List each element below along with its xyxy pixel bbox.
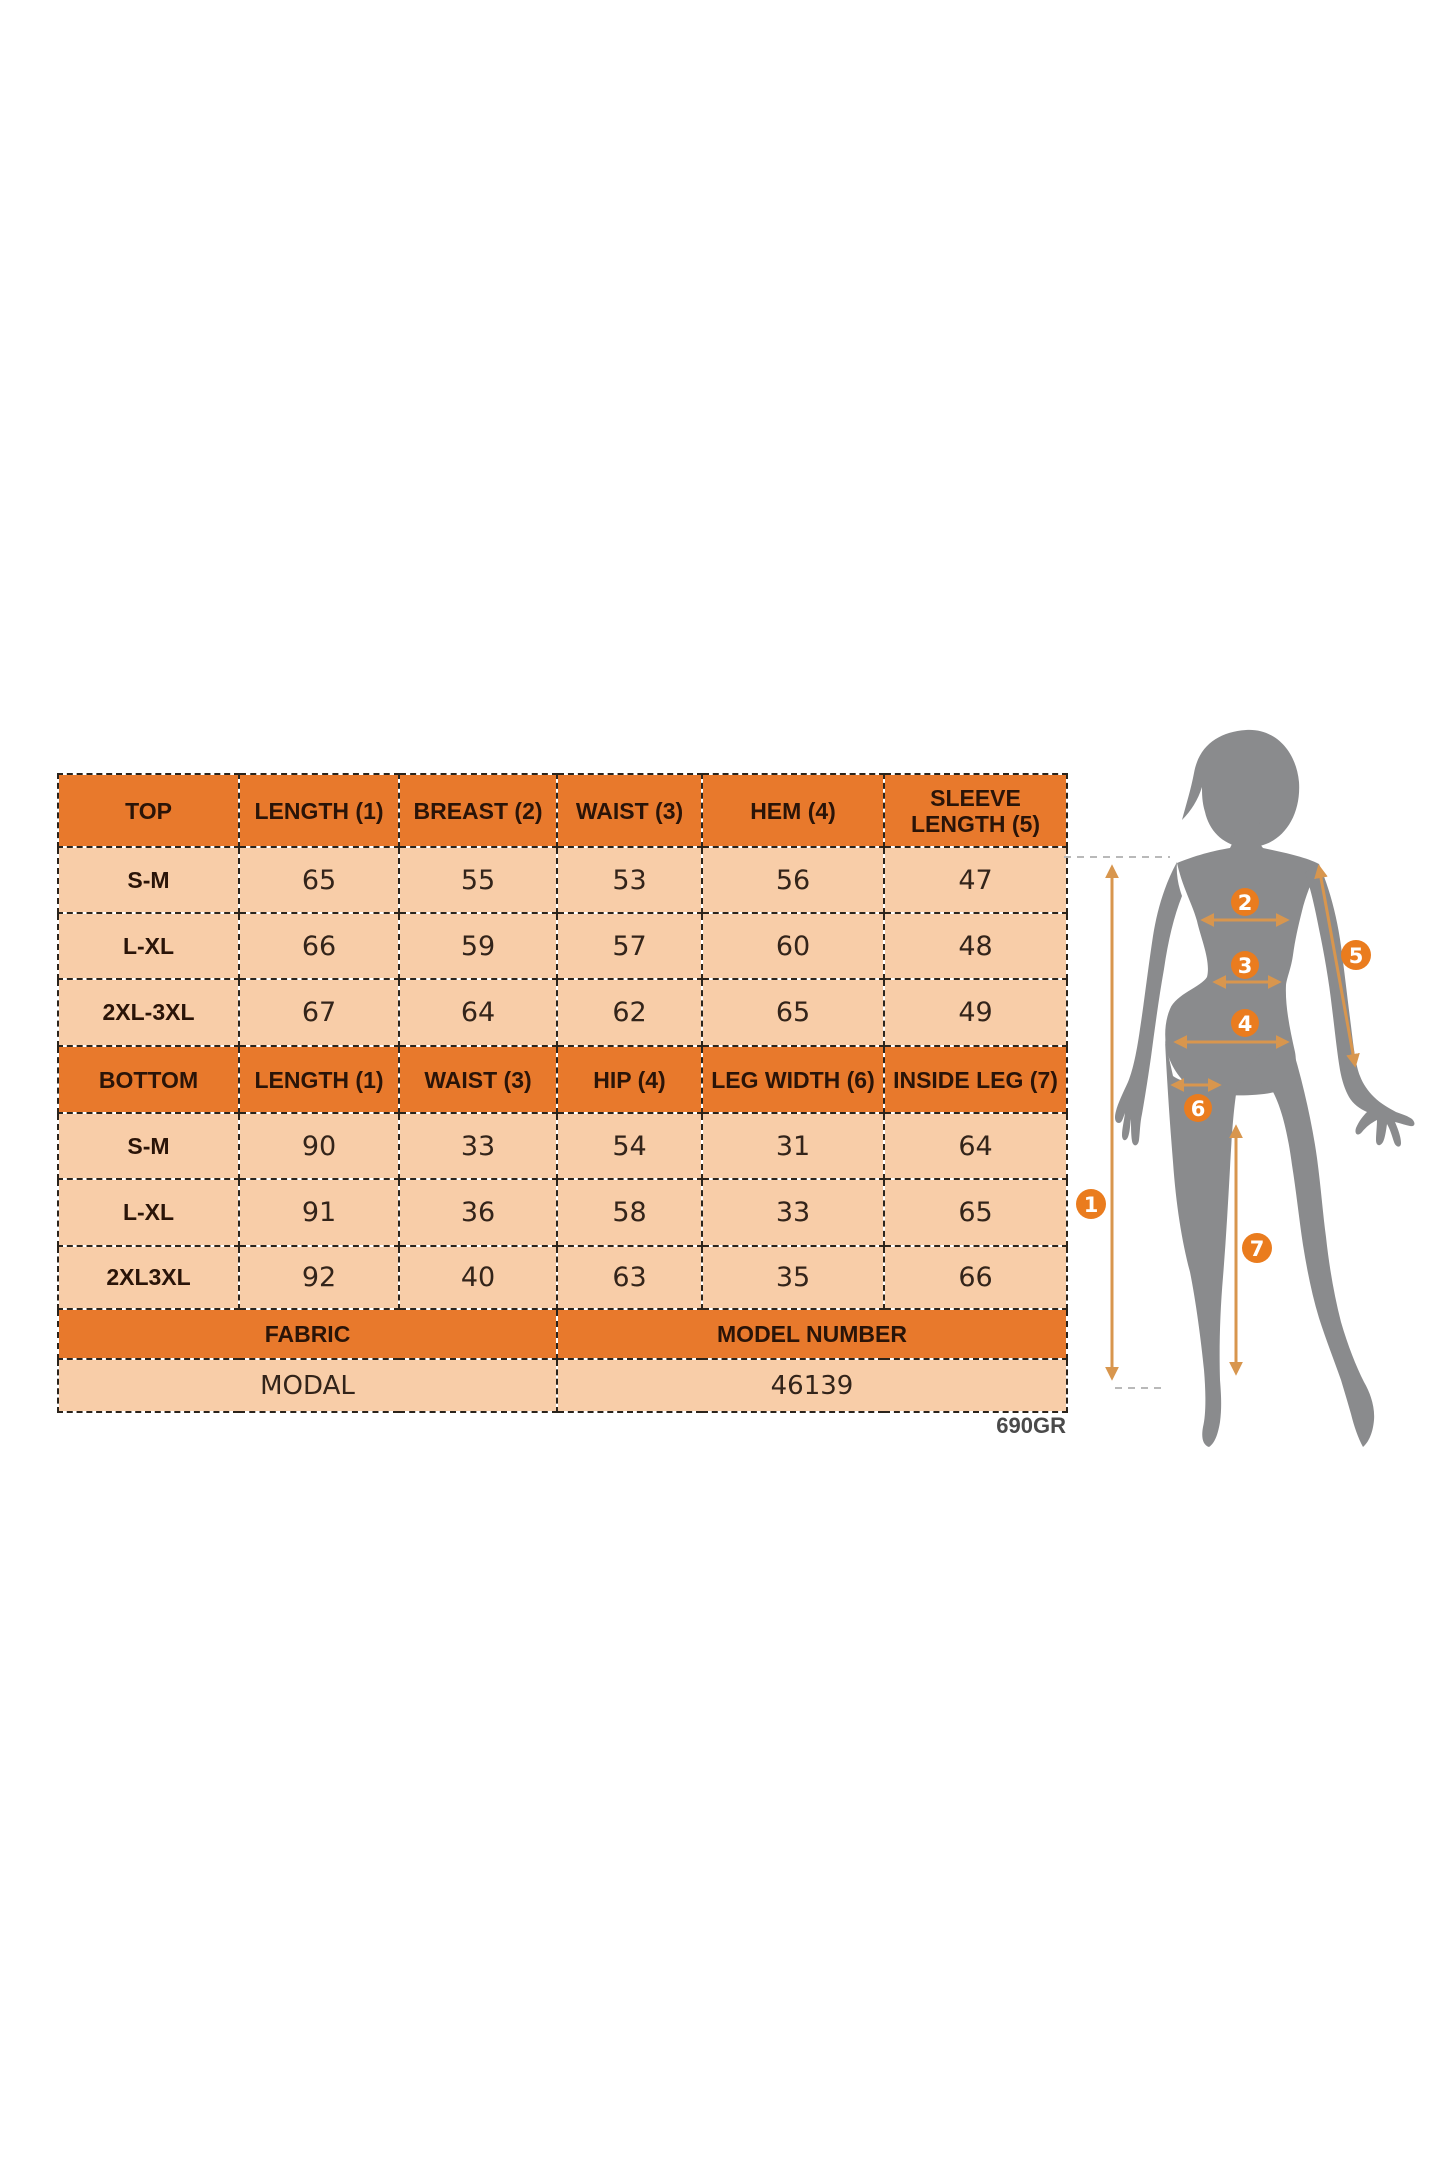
value-cell: 35 xyxy=(701,1245,885,1310)
size-label: 2XL-3XL xyxy=(57,978,240,1047)
silhouette-head-hair xyxy=(1182,729,1300,848)
measure-badge-6: 6 xyxy=(1184,1094,1212,1122)
footer-value-row: MODAL 46139 xyxy=(57,1358,1068,1413)
value-cell: 57 xyxy=(556,912,703,980)
value-cell: 33 xyxy=(701,1178,885,1247)
value-cell: 54 xyxy=(556,1112,703,1180)
value-cell: 91 xyxy=(238,1178,400,1247)
measure-badge-5: 5 xyxy=(1341,940,1371,970)
value-cell: 65 xyxy=(701,978,885,1047)
value-cell: 56 xyxy=(701,846,885,914)
table-row: S-M 65 55 53 56 47 xyxy=(57,846,1068,914)
value-cell: 67 xyxy=(238,978,400,1047)
badge-number: 2 xyxy=(1238,891,1253,915)
female-silhouette xyxy=(1115,729,1415,1447)
value-cell: 49 xyxy=(883,978,1068,1047)
badge-number: 6 xyxy=(1191,1097,1206,1121)
value-cell: 65 xyxy=(238,846,400,914)
value-cell: 47 xyxy=(883,846,1068,914)
size-label: S-M xyxy=(57,1112,240,1180)
badge-circle xyxy=(1231,1009,1259,1037)
measure-badge-4: 4 xyxy=(1231,1009,1259,1037)
value-cell: 59 xyxy=(398,912,558,980)
header-inside-leg-7: INSIDE LEG (7) xyxy=(883,1045,1068,1114)
value-cell: 92 xyxy=(238,1245,400,1310)
value-cell: 40 xyxy=(398,1245,558,1310)
badge-circle xyxy=(1184,1094,1212,1122)
header-model-number: MODEL NUMBER xyxy=(556,1308,1068,1360)
value-cell: 63 xyxy=(556,1245,703,1310)
measure-badge-3: 3 xyxy=(1231,951,1259,979)
value-cell: 64 xyxy=(883,1112,1068,1180)
value-cell: 48 xyxy=(883,912,1068,980)
value-cell: 53 xyxy=(556,846,703,914)
badge-circle xyxy=(1242,1233,1272,1263)
table-row: 2XL3XL 92 40 63 35 66 xyxy=(57,1245,1068,1310)
size-table: TOP LENGTH (1) BREAST (2) WAIST (3) HEM … xyxy=(57,773,1068,1413)
measurement-figure: 1 2 3 4 5 6 7 xyxy=(1064,729,1415,1447)
sleeve-arrow-5 xyxy=(1314,864,1360,1068)
measure-badge-1: 1 xyxy=(1076,1189,1106,1219)
badge-circle xyxy=(1341,940,1371,970)
value-cell: 66 xyxy=(883,1245,1068,1310)
size-label: L-XL xyxy=(57,1178,240,1247)
badge-number: 7 xyxy=(1250,1237,1265,1261)
badge-circle xyxy=(1231,888,1259,916)
value-cell: 60 xyxy=(701,912,885,980)
value-cell: 58 xyxy=(556,1178,703,1247)
value-cell: 31 xyxy=(701,1112,885,1180)
value-cell: 62 xyxy=(556,978,703,1047)
fabric-value: MODAL xyxy=(57,1358,558,1413)
badge-number: 1 xyxy=(1084,1193,1099,1217)
size-label: S-M xyxy=(57,846,240,914)
header-top: TOP xyxy=(57,773,240,848)
value-cell: 64 xyxy=(398,978,558,1047)
badge-number: 5 xyxy=(1349,944,1364,968)
header-waist-3: WAIST (3) xyxy=(556,773,703,848)
footer-header-row: FABRIC MODEL NUMBER xyxy=(57,1308,1068,1360)
header-breast-2: BREAST (2) xyxy=(398,773,558,848)
table-row: L-XL 66 59 57 60 48 xyxy=(57,912,1068,980)
header-waist-3: WAIST (3) xyxy=(398,1045,558,1114)
value-cell: 33 xyxy=(398,1112,558,1180)
size-label: L-XL xyxy=(57,912,240,980)
value-cell: 55 xyxy=(398,846,558,914)
silhouette-right-arm xyxy=(1305,864,1415,1147)
badge-circle xyxy=(1076,1189,1106,1219)
measurement-arrows xyxy=(1105,864,1360,1381)
bottom-header-row: BOTTOM LENGTH (1) WAIST (3) HIP (4) LEG … xyxy=(57,1045,1068,1114)
header-sleeve-length-5: SLEEVE LENGTH (5) xyxy=(883,773,1068,848)
header-fabric: FABRIC xyxy=(57,1308,558,1360)
header-hem-4: HEM (4) xyxy=(701,773,885,848)
badge-number: 4 xyxy=(1238,1012,1253,1036)
header-hip-4: HIP (4) xyxy=(556,1045,703,1114)
top-header-row: TOP LENGTH (1) BREAST (2) WAIST (3) HEM … xyxy=(57,773,1068,848)
header-length-1: LENGTH (1) xyxy=(238,1045,400,1114)
model-number-value: 46139 xyxy=(556,1358,1068,1413)
header-bottom: BOTTOM xyxy=(57,1045,240,1114)
table-row: S-M 90 33 54 31 64 xyxy=(57,1112,1068,1180)
table-row: 2XL-3XL 67 64 62 65 49 xyxy=(57,978,1068,1047)
silhouette-right-leg xyxy=(1237,1040,1375,1447)
size-label: 2XL3XL xyxy=(57,1245,240,1310)
table-row: L-XL 91 36 58 33 65 xyxy=(57,1178,1068,1247)
value-cell: 65 xyxy=(883,1178,1068,1247)
weight-note: 690GR xyxy=(996,1413,1066,1438)
value-cell: 36 xyxy=(398,1178,558,1247)
measure-badge-7: 7 xyxy=(1242,1233,1272,1263)
value-cell: 66 xyxy=(238,912,400,980)
measure-badge-2: 2 xyxy=(1231,888,1259,916)
header-leg-width-6: LEG WIDTH (6) xyxy=(701,1045,885,1114)
silhouette-left-arm xyxy=(1115,862,1182,1146)
value-cell: 90 xyxy=(238,1112,400,1180)
header-length-1: LENGTH (1) xyxy=(238,773,400,848)
silhouette-left-leg xyxy=(1165,1040,1238,1447)
badge-number: 3 xyxy=(1238,954,1253,978)
badge-circle xyxy=(1231,951,1259,979)
